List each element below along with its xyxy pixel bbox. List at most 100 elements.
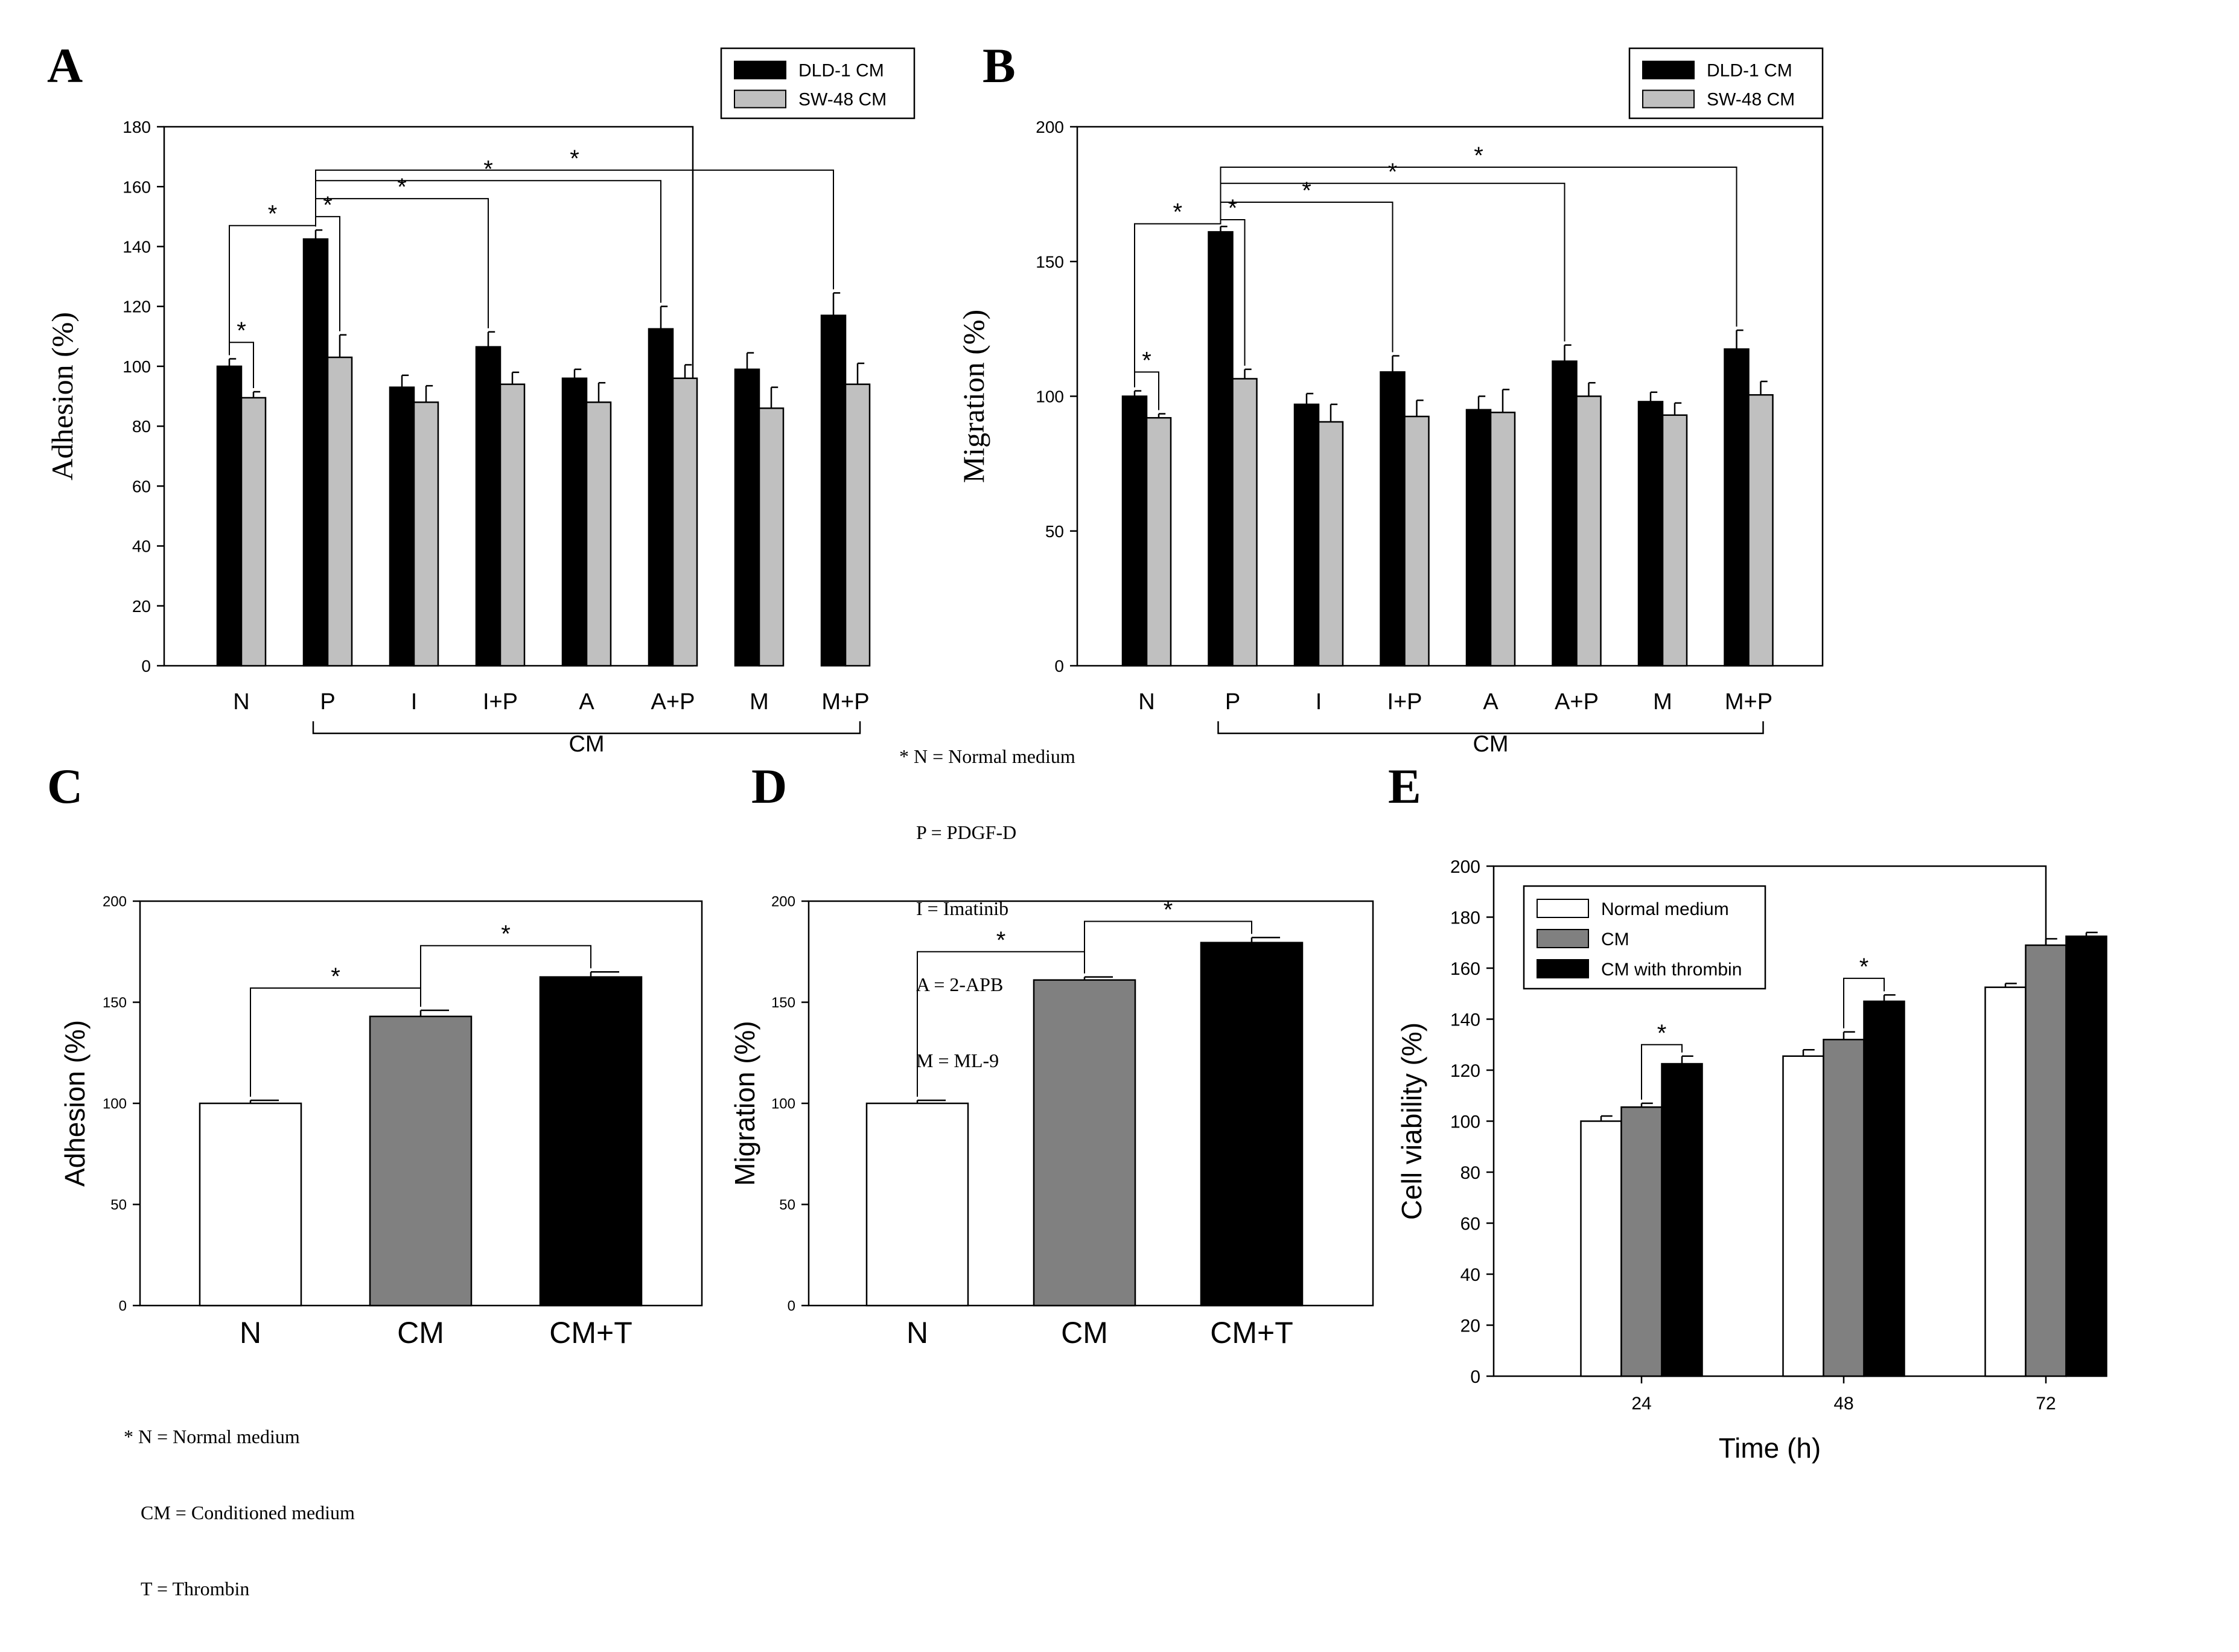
legend-label: DLD-1 CM	[1707, 61, 1792, 81]
bar	[585, 401, 612, 667]
group-label: CM	[1473, 732, 1508, 757]
bar	[1661, 1063, 1703, 1377]
bar	[1637, 401, 1664, 667]
y-tick-label: 20	[1460, 1316, 1480, 1336]
significance-bracket	[315, 169, 834, 290]
bar	[1489, 412, 1516, 667]
y-tick-label: 0	[1054, 657, 1064, 675]
x-tick-label: CM	[1061, 1316, 1108, 1350]
y-tick-label: 0	[788, 1298, 795, 1315]
x-tick-label: CM+T	[1210, 1316, 1293, 1350]
y-tick-label: 60	[1460, 1214, 1480, 1234]
legend: DLD-1 CM SW-48 CM	[720, 47, 916, 120]
y-tick-label: 100	[1036, 387, 1064, 406]
x-tick-label: I+P	[1387, 689, 1422, 715]
x-tick-label: M	[750, 689, 769, 715]
group-bracket	[1217, 721, 1764, 735]
bar	[561, 377, 588, 667]
x-tick-label: A+P	[1555, 689, 1599, 715]
note-line: P = PDGF-D	[916, 821, 1017, 843]
note-line: A = 2-APB	[916, 974, 1004, 995]
significance-star: *	[323, 192, 333, 218]
bar	[758, 407, 785, 667]
y-axis-label: Adhesion (%)	[45, 312, 79, 480]
y-tick-label: 200	[1450, 857, 1480, 877]
bar	[326, 356, 353, 667]
x-tick-label: A	[579, 689, 594, 715]
x-tick-label: M+P	[821, 689, 869, 715]
bar	[672, 377, 698, 667]
x-tick-label: N	[240, 1316, 261, 1350]
chart-panel-d: 0 50 100 150 200 Migration (%) N CM CM+T * *	[729, 894, 1374, 1350]
bar	[1724, 348, 1750, 667]
panel-label-a: A	[47, 38, 83, 93]
y-tick-label: 150	[1036, 252, 1064, 271]
bar	[1200, 942, 1304, 1307]
x-tick-label: A+P	[651, 689, 695, 715]
significance-star: *	[570, 145, 579, 172]
bar	[820, 314, 847, 667]
bar	[844, 383, 871, 667]
bar	[1620, 1106, 1663, 1377]
bar	[1404, 415, 1430, 667]
y-tick-label: 40	[1460, 1265, 1480, 1285]
chart-panel-a: 0 20 40 60 80 100 120 140 160 180 Adhesion (%) N P I I…	[45, 47, 916, 757]
y-tick-label: 160	[1450, 959, 1480, 979]
significance-bracket	[1843, 977, 1885, 1029]
y-tick-label: 80	[132, 417, 151, 436]
y-axis-label: Cell viability (%)	[1396, 1022, 1427, 1220]
panel-label-c: C	[47, 759, 83, 814]
bar	[648, 328, 674, 667]
abbreviation-note-ab: * N = Normal medium P = PDGF-D I = Imati…	[899, 693, 1075, 1124]
bar	[1552, 360, 1578, 667]
legend: DLD-1 CM SW-48 CM	[1628, 47, 1824, 120]
y-axis-label: Migration (%)	[729, 1021, 760, 1186]
bar	[1984, 986, 2027, 1377]
significance-star: *	[1657, 1020, 1667, 1047]
legend-label: CM	[1601, 930, 1629, 949]
legend-label: SW-48 CM	[1707, 90, 1795, 110]
y-tick-label: 0	[1470, 1367, 1480, 1387]
x-tick-label: M	[1653, 689, 1672, 715]
significance-bracket	[1220, 166, 1737, 327]
y-tick-label: 200	[1036, 118, 1064, 136]
bar	[2025, 944, 2067, 1377]
bar	[1208, 231, 1234, 667]
bar	[865, 1102, 969, 1307]
figure-svg: A B C D E 0 20 40 60 80 100 120 140 160 180 Adhesion (%…	[45, 38, 2107, 1464]
panel-label-b: B	[983, 38, 1016, 93]
note-line: I = Imatinib	[916, 898, 1009, 919]
bar	[240, 397, 267, 667]
x-tick-label: CM	[397, 1316, 444, 1350]
y-tick-label: 50	[110, 1197, 127, 1213]
x-tick-label: P	[1225, 689, 1240, 715]
note-line: * N = Normal medium	[899, 745, 1075, 767]
x-tick-label: I	[411, 689, 418, 715]
panel-label-e: E	[1388, 759, 1421, 814]
legend-swatch	[1642, 89, 1695, 109]
y-tick-label: 120	[123, 298, 151, 316]
note-line: CM = Conditioned medium	[141, 1502, 355, 1523]
x-tick-label: 24	[1631, 1394, 1651, 1414]
significance-star: *	[501, 921, 511, 948]
x-tick-label: P	[320, 689, 335, 715]
y-tick-label: 50	[779, 1197, 795, 1213]
bar	[1380, 371, 1406, 667]
chart-panel-e: 0 20 40 60 80 100 120 140 160 180 200 Cell viabilit…	[1396, 857, 2107, 1464]
significance-bracket	[315, 198, 489, 328]
x-tick-label: CM+T	[549, 1316, 632, 1350]
bar	[499, 383, 526, 667]
x-tick-label: 72	[2036, 1394, 2056, 1414]
legend: Normal medium CM CM with thrombin	[1523, 885, 1766, 990]
y-axis-label: Migration (%)	[957, 310, 990, 483]
bar	[389, 386, 415, 667]
legend-swatch	[1537, 959, 1589, 978]
panel-label-d: D	[751, 759, 787, 814]
bar	[216, 365, 243, 667]
x-tick-label: A	[1483, 689, 1499, 715]
significance-star: *	[1859, 954, 1869, 980]
plot-frame	[1076, 126, 1824, 667]
x-tick-label: N	[1138, 689, 1155, 715]
legend-swatch	[734, 89, 786, 109]
significance-star: *	[397, 174, 407, 200]
